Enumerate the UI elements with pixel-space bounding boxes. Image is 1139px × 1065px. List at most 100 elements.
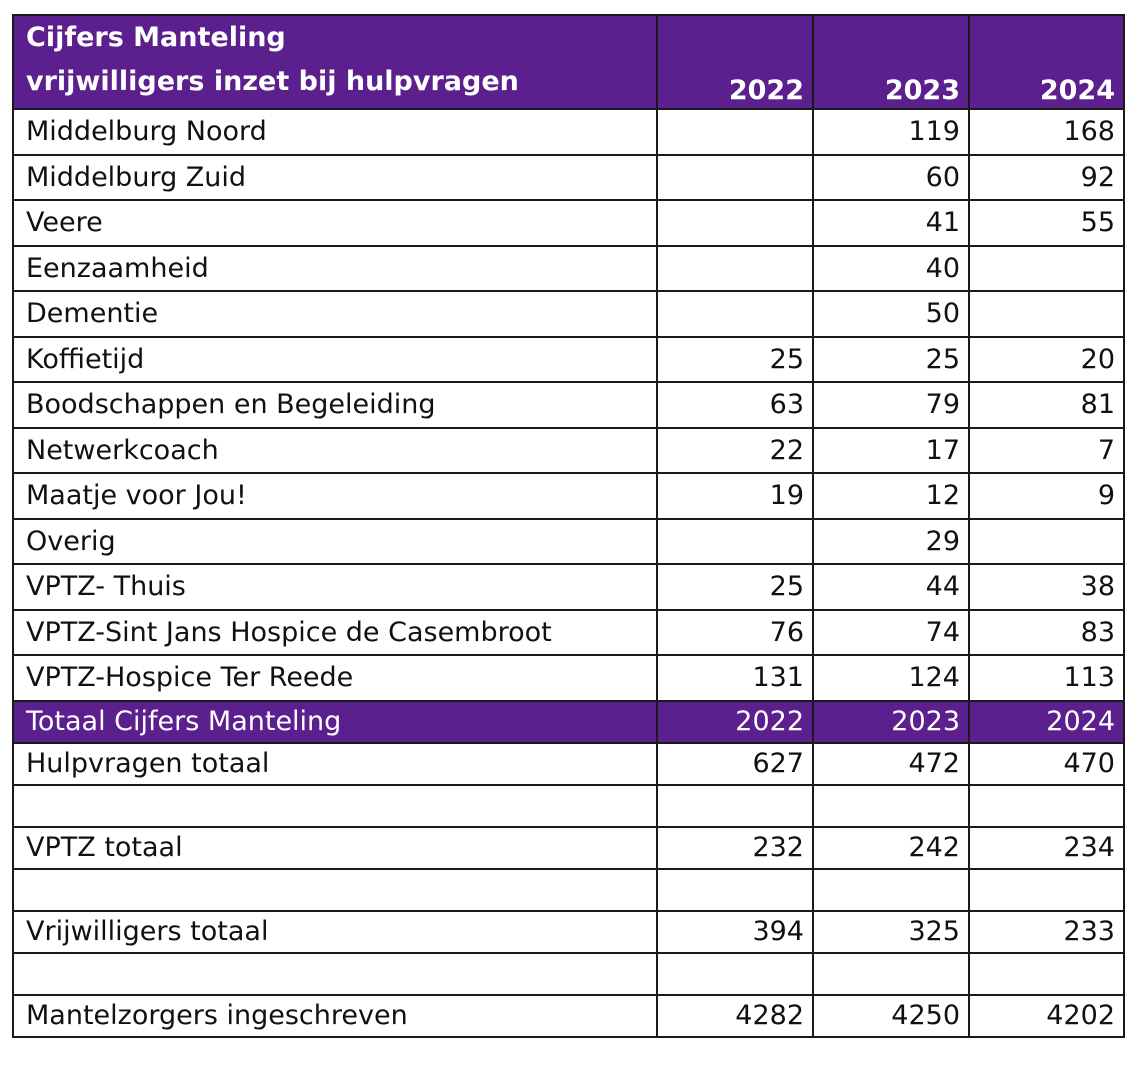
table-title: Cijfers Manteling vrijwilligers inzet bi…	[12, 14, 658, 110]
table-title-line2: vrijwilligers inzet bij hulpvragen	[26, 66, 519, 97]
value-2023: 472	[812, 741, 970, 786]
value-2024	[968, 244, 1125, 292]
value-2023: 325	[812, 909, 970, 954]
empty-cell	[656, 783, 814, 828]
row-label: Overig	[12, 517, 658, 565]
row-label: VPTZ-Sint Jans Hospice de Casembroot	[12, 608, 658, 656]
row-label: Vrijwilligers totaal	[12, 909, 658, 954]
value-2024: 92	[968, 153, 1125, 201]
value-2024: 470	[968, 741, 1125, 786]
row-label: Hulpvragen totaal	[12, 741, 658, 786]
value-2022	[656, 153, 814, 201]
empty-cell	[968, 783, 1125, 828]
value-2022	[656, 517, 814, 565]
row-label: Boodschappen en Begeleiding	[12, 381, 658, 429]
value-2023: 4250	[812, 993, 970, 1038]
value-2022: 4282	[656, 993, 814, 1038]
value-2024: 81	[968, 381, 1125, 429]
value-2023: 40	[812, 244, 970, 292]
row-label: Mantelzorgers ingeschreven	[12, 993, 658, 1038]
empty-row	[12, 783, 1125, 828]
value-2022: 25	[656, 335, 814, 383]
totals-row: Mantelzorgers ingeschreven 4282 4250 4202	[12, 993, 1125, 1038]
table-header-row: Cijfers Manteling vrijwilligers inzet bi…	[12, 14, 1125, 110]
value-2022: 131	[656, 654, 814, 702]
value-2024: 4202	[968, 993, 1125, 1038]
value-2023: 74	[812, 608, 970, 656]
row-label: Eenzaamheid	[12, 244, 658, 292]
empty-cell	[968, 951, 1125, 996]
table-row: Boodschappen en Begeleiding 63 79 81	[12, 381, 1125, 429]
totals-row: VPTZ totaal 232 242 234	[12, 825, 1125, 870]
value-2024: 113	[968, 654, 1125, 702]
totals-year-2023: 2023	[812, 699, 970, 744]
value-2024: 83	[968, 608, 1125, 656]
empty-cell	[812, 783, 970, 828]
year-header-2023: 2023	[812, 14, 970, 110]
table-row: Dementie 50	[12, 290, 1125, 338]
table-row: VPTZ- Thuis 25 44 38	[12, 563, 1125, 611]
value-2024: 9	[968, 472, 1125, 520]
row-label: Dementie	[12, 290, 658, 338]
value-2024: 234	[968, 825, 1125, 870]
value-2022	[656, 199, 814, 247]
value-2022: 76	[656, 608, 814, 656]
value-2024: 168	[968, 108, 1125, 156]
value-2023: 12	[812, 472, 970, 520]
value-2023: 60	[812, 153, 970, 201]
cijfers-manteling-table: Cijfers Manteling vrijwilligers inzet bi…	[12, 14, 1125, 1038]
value-2024: 7	[968, 426, 1125, 474]
totals-title: Totaal Cijfers Manteling	[12, 699, 658, 744]
row-label: Middelburg Zuid	[12, 153, 658, 201]
totals-year-2022: 2022	[656, 699, 814, 744]
value-2022	[656, 108, 814, 156]
value-2024: 233	[968, 909, 1125, 954]
value-2023: 242	[812, 825, 970, 870]
totals-year-2024: 2024	[968, 699, 1125, 744]
value-2023: 41	[812, 199, 970, 247]
value-2022: 63	[656, 381, 814, 429]
totals-row: Vrijwilligers totaal 394 325 233	[12, 909, 1125, 954]
value-2024	[968, 290, 1125, 338]
value-2022: 19	[656, 472, 814, 520]
row-label: Middelburg Noord	[12, 108, 658, 156]
value-2024: 20	[968, 335, 1125, 383]
value-2022	[656, 290, 814, 338]
row-label: Netwerkcoach	[12, 426, 658, 474]
empty-cell	[12, 783, 658, 828]
year-header-2024: 2024	[968, 14, 1125, 110]
row-label: VPTZ- Thuis	[12, 563, 658, 611]
row-label: VPTZ-Hospice Ter Reede	[12, 654, 658, 702]
table-row: VPTZ-Sint Jans Hospice de Casembroot 76 74…	[12, 608, 1125, 656]
value-2024	[968, 517, 1125, 565]
year-header-2022: 2022	[656, 14, 814, 110]
totals-row: Hulpvragen totaal 627 472 470	[12, 741, 1125, 786]
empty-cell	[12, 867, 658, 912]
empty-cell	[812, 867, 970, 912]
empty-cell	[968, 867, 1125, 912]
row-label: Maatje voor Jou!	[12, 472, 658, 520]
value-2022	[656, 244, 814, 292]
empty-cell	[656, 867, 814, 912]
table-row: Koffietijd 25 25 20	[12, 335, 1125, 383]
empty-cell	[12, 951, 658, 996]
table-row: Overig 29	[12, 517, 1125, 565]
value-2022: 627	[656, 741, 814, 786]
empty-cell	[812, 951, 970, 996]
table-row: Maatje voor Jou! 19 12 9	[12, 472, 1125, 520]
value-2023: 50	[812, 290, 970, 338]
value-2022: 25	[656, 563, 814, 611]
row-label: Veere	[12, 199, 658, 247]
value-2023: 25	[812, 335, 970, 383]
value-2022: 394	[656, 909, 814, 954]
value-2023: 29	[812, 517, 970, 565]
empty-cell	[656, 951, 814, 996]
value-2024: 38	[968, 563, 1125, 611]
table-row: Veere 41 55	[12, 199, 1125, 247]
row-label: VPTZ totaal	[12, 825, 658, 870]
table-row: Middelburg Noord 119 168	[12, 108, 1125, 156]
value-2023: 79	[812, 381, 970, 429]
row-label: Koffietijd	[12, 335, 658, 383]
table-row: Netwerkcoach 22 17 7	[12, 426, 1125, 474]
table-row: VPTZ-Hospice Ter Reede 131 124 113	[12, 654, 1125, 702]
